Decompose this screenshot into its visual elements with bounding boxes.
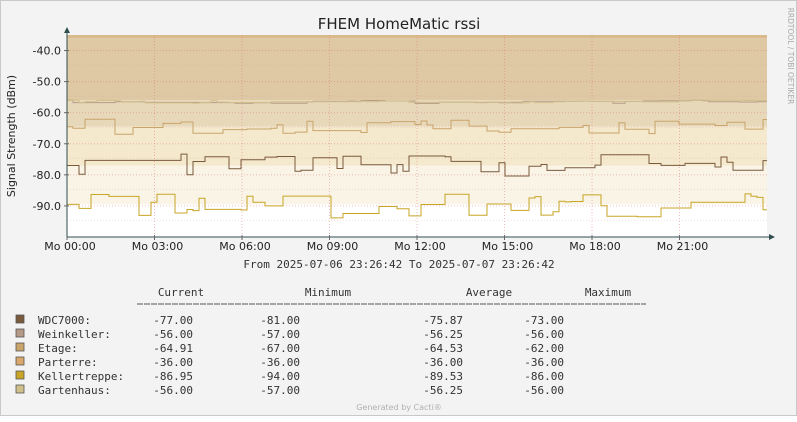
x-tick-label: Mo 09:00 [307, 240, 358, 253]
x-tick-label: Mo 00:00 [44, 240, 95, 253]
y-axis-label: Signal Strength (dBm) [5, 75, 18, 197]
x-tick-label: Mo 15:00 [482, 240, 533, 253]
legend-average: -89.53 [423, 370, 463, 383]
legend-current: -86.95 [153, 370, 193, 383]
legend-header: Maximum [585, 286, 632, 299]
time-range-text: From 2025-07-06 23:26:42 To 2025-07-07 2… [243, 258, 554, 271]
legend-average: -56.25 [423, 384, 463, 397]
chart-title: FHEM HomeMatic rssi [318, 15, 481, 33]
y-tick-label: -60.0 [33, 107, 61, 120]
y-tick-label: -70.0 [33, 138, 61, 151]
series-line-etage [67, 118, 767, 135]
series-line-gartenhaus [67, 99, 767, 104]
x-axis: Mo 00:00 Mo 03:00 Mo 06:00 Mo 09:00 Mo 12:00… [44, 234, 775, 253]
x-tick-label: Mo 03:00 [132, 240, 183, 253]
y-axis-arrow [64, 27, 70, 33]
legend-series-name: Gartenhaus: [38, 384, 111, 397]
legend-maximum: -62.00 [524, 342, 564, 355]
legend: Current Minimum Average Maximum WDC7000: -77.… [15, 286, 646, 397]
legend-series-name: Parterre: [38, 356, 98, 369]
legend-minimum: -67.00 [260, 342, 300, 355]
x-tick-label: Mo 12:00 [394, 240, 445, 253]
series-line-weinkeller [67, 99, 767, 104]
legend-maximum: -73.00 [524, 314, 564, 327]
y-tick-label: -50.0 [33, 76, 61, 89]
legend-current: -56.00 [153, 384, 193, 397]
legend-minimum: -57.00 [260, 328, 300, 341]
legend-swatch [15, 314, 25, 324]
legend-header: Average [466, 286, 512, 299]
x-axis-arrow [769, 234, 775, 240]
legend-current: -36.00 [153, 356, 193, 369]
legend-average: -36.00 [423, 356, 463, 369]
legend-maximum: -56.00 [524, 384, 564, 397]
legend-series-name: Kellertreppe: [38, 370, 124, 383]
legend-average: -75.87 [423, 314, 463, 327]
legend-average: -56.25 [423, 328, 463, 341]
legend-swatch [15, 384, 25, 394]
legend-minimum: -36.00 [260, 356, 300, 369]
legend-maximum: -86.00 [524, 370, 564, 383]
y-axis: -40.0 -50.0 -60.0 -70.0 -80.0 -90.0 [33, 27, 70, 237]
legend-minimum: -94.00 [260, 370, 300, 383]
legend-current: -64.91 [153, 342, 193, 355]
y-tick-label: -80.0 [33, 169, 61, 182]
legend-average: -64.53 [423, 342, 463, 355]
legend-maximum: -56.00 [524, 328, 564, 341]
series-line-wdc7000 [67, 153, 767, 177]
legend-series-name: WDC7000: [38, 314, 91, 327]
band-kellertreppe [67, 165, 767, 205]
legend-series-name: Etage: [38, 342, 78, 355]
legend-minimum: -57.00 [260, 384, 300, 397]
series-line-kellertreppe [67, 193, 767, 219]
legend-swatch [15, 328, 25, 338]
legend-swatch [15, 342, 25, 352]
legend-header: Current [158, 286, 204, 299]
rrdtool-watermark: RRDTOOL / TOBI OETIKER [786, 8, 795, 105]
y-tick-label: -40.0 [33, 45, 61, 58]
legend-minimum: -81.00 [260, 314, 300, 327]
band-weinkeller [67, 38, 767, 101]
legend-swatch [15, 370, 25, 380]
legend-swatch [15, 356, 25, 366]
plot-area [66, 35, 767, 237]
footer-text: Generated by Cacti® [356, 403, 442, 412]
legend-series-name: Weinkeller: [38, 328, 111, 341]
legend-maximum: -36.00 [524, 356, 564, 369]
x-tick-label: Mo 21:00 [657, 240, 708, 253]
x-tick-label: Mo 18:00 [569, 240, 620, 253]
legend-current: -77.00 [153, 314, 193, 327]
legend-header: Minimum [305, 286, 352, 299]
x-tick-label: Mo 06:00 [219, 240, 270, 253]
band-parterre [67, 35, 767, 39]
legend-current: -56.00 [153, 328, 193, 341]
y-tick-label: -90.0 [33, 200, 61, 213]
